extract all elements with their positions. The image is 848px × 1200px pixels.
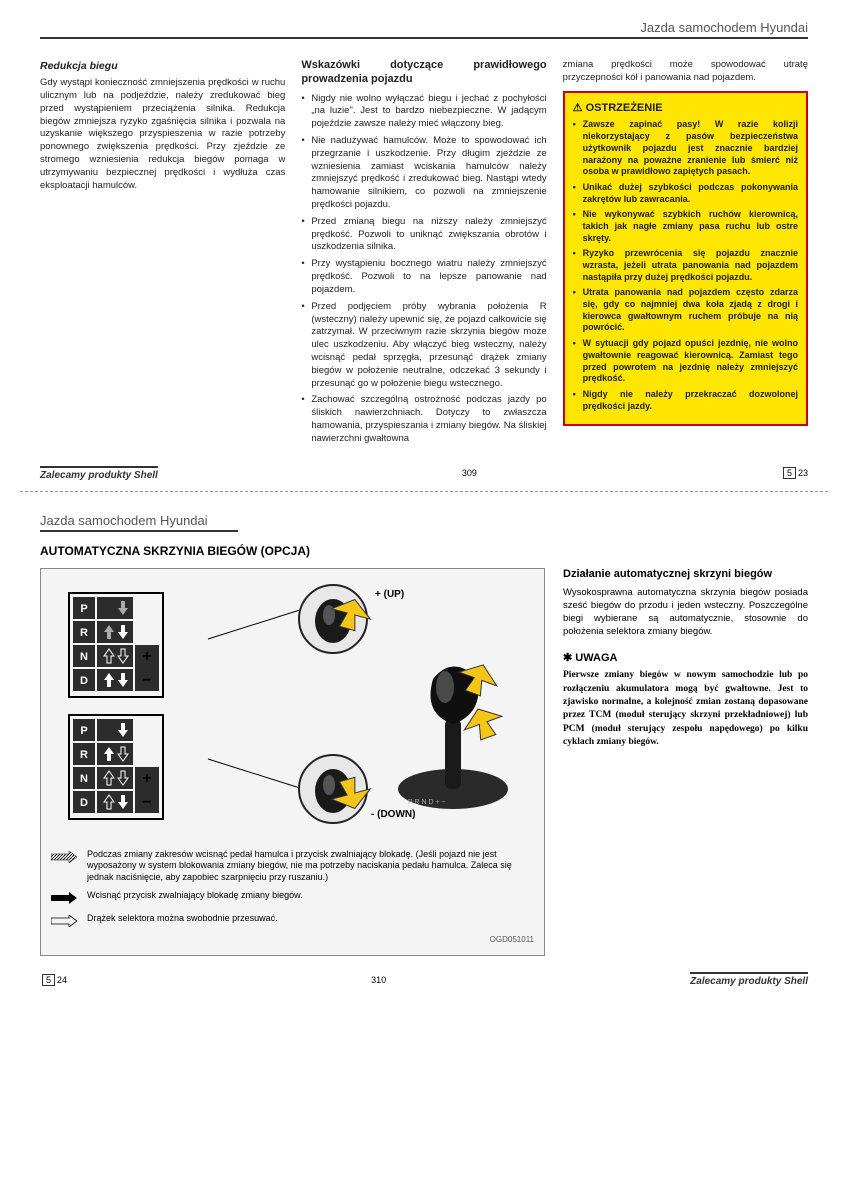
list-item: Zachować szczególną ostrożność podczas j… [301,394,546,445]
section-title: AUTOMATYCZNA SKRZYNIA BIEGÓW (OPCJA) [40,544,808,558]
svg-text:+: + [142,770,151,787]
list-item: Nie wykonywać szybkich ruchów kierownicą… [573,209,798,244]
col-2: Wskazówki dotyczące prawidłowego prowadz… [301,59,546,450]
svg-text:R: R [80,627,88,639]
page-number: 309 [462,468,477,478]
col1-title: Redukcja biegu [40,59,285,73]
list-item: Zawsze zapinać pasy! W razie kolizji nie… [573,119,798,177]
page-bottom: Jazda samochodem Hyundai AUTOMATYCZNA SK… [0,492,848,998]
solid-arrow-icon [51,890,79,908]
section-indicator: 523 [781,468,808,478]
svg-text:D: D [80,675,88,687]
warning-list: Zawsze zapinać pasy! W razie kolizji nie… [573,119,798,412]
svg-text:P: P [80,603,87,615]
svg-text:N: N [80,773,88,785]
col1-para: Gdy wystąpi konieczność zmniejszenia prę… [40,77,285,192]
figure-legend: Podczas zmiany zakresów wcisnąć pedał ha… [51,849,534,931]
uwaga-text: Pierwsze zmiany biegów w nowym samochodz… [563,669,808,749]
list-item: Nigdy nie wolno wyłączać biegu i jechać … [301,93,546,131]
running-header: Jazda samochodem Hyundai [40,20,808,37]
down-label: - (DOWN) [371,809,415,820]
legend-text-2: Wcisnąć przycisk zwalniający blokadę zmi… [87,890,303,902]
up-label: + (UP) [375,589,404,600]
warning-title: OSTRZEŻENIE [573,101,798,116]
right-para: Wysokosprawna automatyczna skrzynia bieg… [563,587,808,638]
list-item: Utrata panowania nad pojazdem często zda… [573,287,798,334]
three-columns: Redukcja biegu Gdy wystąpi konieczność z… [40,59,808,450]
col2-title: Wskazówki dotyczące prawidłowego prowadz… [301,59,546,87]
uwaga-title: UWAGA [563,651,808,666]
list-item: Unikać dużej szybkości podczas pokonywan… [573,182,798,205]
col-1: Redukcja biegu Gdy wystąpi konieczność z… [40,59,285,450]
shell-promo: Zalecamy produkty Shell [40,466,158,481]
col3-intro: zmiana prędkości może spowodować utratę … [563,59,808,85]
svg-text:R: R [80,749,88,761]
section-indicator-2: 524 [40,975,67,985]
sec-chapter-2: 5 [42,974,55,986]
page-number-2: 310 [371,975,386,985]
svg-text:P: P [80,725,87,737]
list-item: Przy wystąpieniu bocznego wiatru należy … [301,258,546,296]
col-3: zmiana prędkości może spowodować utratę … [563,59,808,450]
col2-list: Nigdy nie wolno wyłączać biegu i jechać … [301,93,546,446]
list-item: Przed podjęciem próby wybrania położenia… [301,301,546,391]
legend-text-3: Drążek selektora można swobodnie przesuw… [87,913,278,925]
gear-diagram: PRND+− PRND+− + (UP) - (DOWN) [53,579,533,839]
running-header-2: Jazda samochodem Hyundai [40,513,238,530]
legend-row-2: Wcisnąć przycisk zwalniający blokadę zmi… [51,890,534,908]
figure-box: PRND+− PRND+− + (UP) - (DOWN) [40,568,545,957]
svg-text:−: − [142,794,151,811]
list-item: Nie nadużywać hamulców. Może to spowodow… [301,135,546,212]
list-item: W sytuacji gdy pojazd opuści jezdnię, ni… [573,338,798,385]
warning-box: OSTRZEŻENIE Zawsze zapinać pasy! W razie… [563,91,808,427]
two-column-layout: PRND+− PRND+− + (UP) - (DOWN) [40,568,808,957]
right-title: Działanie automatycznej skrzyni biegów [563,568,808,582]
list-item: Nigdy nie należy przekraczać dozwolonej … [573,389,798,412]
footer: Zalecamy produkty Shell 309 523 [40,466,808,481]
footer-2: 524 310 Zalecamy produkty Shell [40,972,808,987]
svg-text:D: D [80,797,88,809]
svg-text:P R N D + −: P R N D + − [408,799,446,806]
list-item: Przed zmianą biegu na niższy należy zmni… [301,216,546,254]
sec-chapter: 5 [783,467,796,479]
sec-page: 23 [798,468,808,478]
sec-page-2: 24 [57,975,67,985]
header-rule: Jazda samochodem Hyundai [40,20,808,39]
svg-text:+: + [142,648,151,665]
svg-text:−: − [142,672,151,689]
svg-text:N: N [80,651,88,663]
outline-arrow-icon [51,913,79,931]
figure-id: OGD051011 [51,935,534,945]
right-column: Działanie automatycznej skrzyni biegów W… [563,568,808,957]
header-rule-2: Jazda samochodem Hyundai [40,513,238,532]
hatched-arrow-icon [51,849,79,867]
legend-row-1: Podczas zmiany zakresów wcisnąć pedał ha… [51,849,534,884]
page-top: Jazda samochodem Hyundai Redukcja biegu … [0,0,848,491]
list-item: Ryzyko przewrócenia się pojazdu znacznie… [573,248,798,283]
legend-text-1: Podczas zmiany zakresów wcisnąć pedał ha… [87,849,534,884]
shell-promo-2: Zalecamy produkty Shell [690,972,808,987]
legend-row-3: Drążek selektora można swobodnie przesuw… [51,913,534,931]
